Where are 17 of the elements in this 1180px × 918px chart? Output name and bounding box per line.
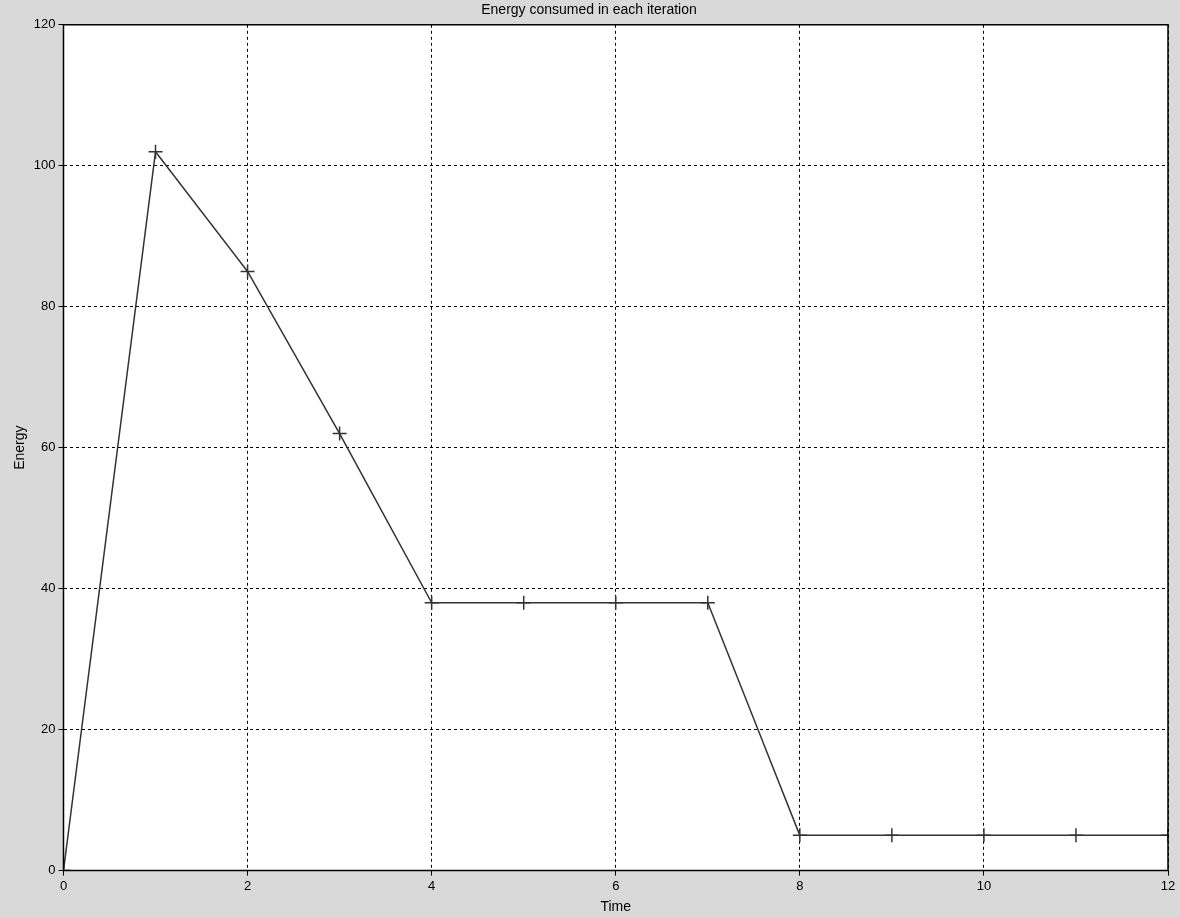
- x-tick-label: 6: [612, 877, 620, 893]
- y-tick-label: 100: [33, 157, 56, 173]
- y-tick-label: 20: [41, 721, 56, 737]
- y-tick-label: 120: [33, 16, 56, 32]
- x-tick-label: 0: [59, 877, 68, 893]
- y-tick-label: 40: [41, 580, 56, 596]
- x-axis-title: Time: [600, 898, 632, 915]
- y-tick-label: 60: [41, 439, 56, 455]
- y-tick-label: 0: [48, 862, 56, 878]
- y-tick-label: 80: [41, 298, 56, 314]
- y-axis-title: Energy: [11, 425, 28, 470]
- x-tick-label: 2: [243, 877, 252, 893]
- chart-title: Energy consumed in each iteration: [481, 1, 697, 18]
- x-tick-label: 8: [796, 877, 804, 893]
- x-tick-label: 10: [976, 877, 992, 893]
- x-tick-label: 12: [1160, 877, 1176, 893]
- x-tick-label: 4: [428, 877, 436, 893]
